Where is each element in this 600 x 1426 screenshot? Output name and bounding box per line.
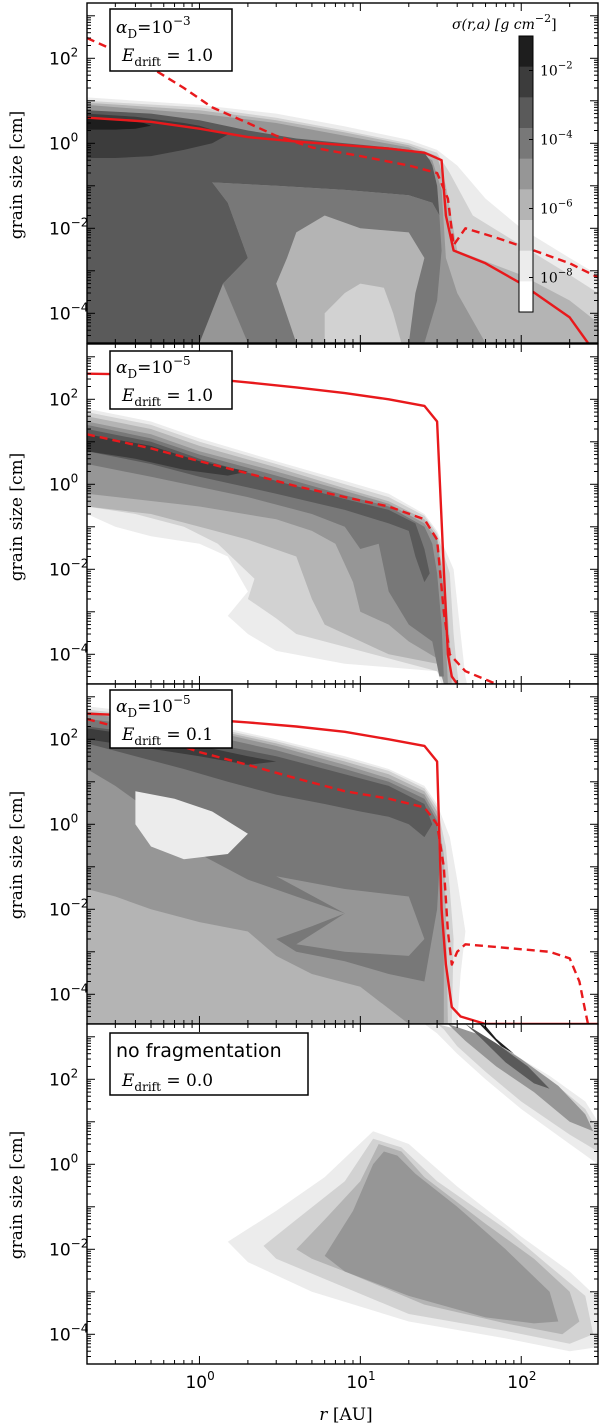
legend-box-3 [109, 689, 233, 749]
xlabel: r [AU] [319, 1405, 372, 1425]
y-tick-label: 10−2 [49, 556, 88, 580]
legend-4-line-1: no fragmentation [116, 1040, 282, 1062]
ticks [86, 683, 599, 1025]
colorbar-tick-label: 10−8 [540, 268, 573, 287]
y-tick-label: 10−2 [49, 1236, 88, 1260]
colorbar-title: σ(r,a) [g cm−2] [452, 12, 557, 33]
ticks [86, 2, 599, 344]
colorbar-frame [518, 35, 534, 313]
y-tick-label: 100 [49, 811, 78, 835]
colorbar-tick-label: 10−4 [540, 130, 573, 149]
colorbar-tick-label: 10−6 [540, 199, 573, 218]
panel-1: 102 100 10−2 10−4 [49, 2, 599, 344]
x-tick-label: 100 [185, 1369, 214, 1393]
colorbar-segment [519, 250, 533, 282]
y-tick-label: 100 [49, 1151, 78, 1175]
ylabel-panel-2: grain size [cm] [7, 453, 27, 581]
contour-level-4 [276, 876, 425, 956]
dashed-curve [87, 36, 598, 279]
contour-level-2 [437, 1024, 598, 1152]
ylabel-panel-3: grain size [cm] [7, 791, 27, 919]
contour-level-4 [324, 1151, 559, 1324]
ylabel-panel-4: grain size [cm] [7, 1131, 27, 1259]
density-contours [227, 1024, 598, 1352]
colorbar-segment [519, 128, 533, 160]
legend-3-line-1: αD=10−5 [116, 693, 191, 720]
y-tick-label: 102 [49, 726, 78, 750]
colorbar-segment [519, 220, 533, 252]
colorbar-segment [519, 281, 533, 313]
legend-box-1 [109, 8, 233, 72]
contour-level-8 [479, 1024, 514, 1054]
colorbar-segment [519, 36, 533, 68]
y-tick-label: 10−4 [49, 641, 88, 665]
y-tick-label: 102 [49, 1066, 78, 1090]
panels: 10210010−210−410210010−210−410210010−210… [49, 2, 599, 1365]
y-tick-label: 100 [49, 130, 78, 154]
contour-level-6 [87, 726, 433, 838]
ticks [86, 1023, 599, 1365]
colorbar-segment [519, 66, 533, 98]
x-tick-label: 102 [507, 1369, 536, 1393]
legend-1-line-1: αD=10−3 [116, 14, 191, 41]
legend-box-2 [109, 350, 233, 410]
y-tick-label: 102 [49, 386, 78, 410]
y-tick-label: 10−2 [49, 896, 88, 920]
legend-2-line-1: αD=10−5 [116, 354, 191, 381]
ylabel-panel-1: grain size [cm] [7, 111, 27, 239]
legend-panel-4: no fragmentation Edrift = 0.0 [109, 1032, 309, 1096]
contour-level-2 [324, 283, 402, 343]
x-tick-label: 101 [346, 1369, 375, 1393]
y-tick-label: 102 [49, 45, 78, 69]
solid-curve [87, 116, 589, 343]
legend-3-line-2: Edrift = 0.1 [121, 725, 213, 748]
colorbar-segment [519, 158, 533, 190]
legend-box-4 [109, 1032, 309, 1096]
legend-4-line-2: Edrift = 0.0 [121, 1071, 213, 1094]
legend-panel-3: αD=10−5 Edrift = 0.1 [109, 689, 233, 749]
contour-level-6 [87, 429, 430, 583]
legend-1-line-2: Edrift = 1.0 [121, 46, 213, 69]
y-tick-label: 10−4 [49, 300, 88, 324]
colorbar: σ(r,a) [g cm−2] 10−2 10−4 10−6 10−8 [452, 12, 573, 313]
legend-panel-2: αD=10−5 Edrift = 1.0 [109, 350, 233, 410]
colorbar-segment [519, 189, 533, 221]
legend-2-line-2: Edrift = 1.0 [121, 386, 213, 409]
density-contours [87, 408, 467, 684]
contour-level-1 [424, 1024, 598, 1165]
colorbar-segment [519, 97, 533, 129]
contour-level-6 [465, 1024, 550, 1089]
red-curves [87, 36, 598, 343]
colorbar-tick-label: 10−2 [540, 61, 573, 80]
contour-level-6 [87, 110, 440, 343]
density-contours [87, 97, 598, 343]
y-tick-label: 10−4 [49, 1321, 88, 1345]
contour-level-7 [87, 434, 248, 476]
contour-level-1 [135, 791, 248, 860]
legend-panel-1: αD=10−3 Edrift = 1.0 [109, 8, 233, 72]
contour-level-4 [447, 1024, 594, 1132]
y-tick-label: 10−4 [49, 981, 88, 1005]
y-tick-label: 100 [49, 471, 78, 495]
contour-level-8 [87, 117, 151, 130]
density-contours [87, 706, 466, 1024]
dashed-curve [87, 433, 497, 684]
y-tick-label: 10−2 [49, 215, 88, 239]
contour-level-4 [87, 421, 448, 684]
dashed-curve [87, 717, 590, 1024]
